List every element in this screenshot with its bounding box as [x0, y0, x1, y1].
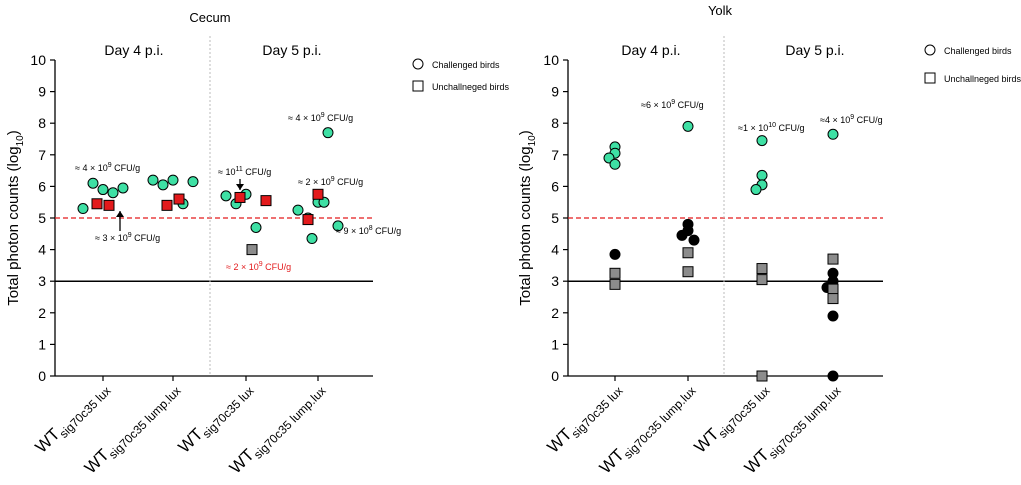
unchallenged-point — [688, 234, 700, 246]
unchallenged-point — [756, 274, 768, 286]
challenged-point — [87, 177, 99, 189]
legend-label: Challenged birds — [944, 46, 1012, 56]
unchallenged-point — [173, 193, 185, 205]
cfu-annotation: ≈ 3 × 109 CFU/g — [95, 232, 160, 243]
y-tick-label: 4 — [551, 242, 559, 258]
legend-label: Unchallneged birds — [944, 74, 1021, 84]
cfu-annotation: ≈6 × 109 CFU/g — [641, 99, 704, 110]
unchallenged-point — [676, 229, 688, 241]
unchallenged-point — [91, 198, 103, 210]
challenged-point — [97, 184, 109, 196]
y-tick-label: 5 — [551, 210, 559, 226]
unchallenged-point — [827, 283, 839, 295]
challenged-point — [220, 190, 232, 202]
cfu-annotation: ≈ 9 × 108 CFU/g — [336, 225, 401, 236]
y-tick-label: 1 — [551, 336, 559, 352]
challenged-point — [332, 220, 344, 232]
day-label: Day 4 p.i. — [621, 42, 680, 58]
legend-square-icon — [924, 72, 936, 84]
challenged-point — [322, 127, 334, 139]
y-tick-label: 10 — [30, 52, 46, 68]
cfu-annotation: ≈ 4 × 109 CFU/g — [288, 112, 353, 123]
y-tick-label: 9 — [551, 84, 559, 100]
y-tick-label: 6 — [38, 178, 46, 194]
unchallenged-point — [827, 310, 839, 322]
y-tick-label: 0 — [551, 368, 559, 384]
unchallenged-point — [312, 188, 324, 200]
challenged-point — [167, 174, 179, 186]
day-label: Day 5 p.i. — [785, 42, 844, 58]
y-tick-label: 0 — [38, 368, 46, 384]
unchallenged-point — [302, 214, 314, 226]
legend-label: Challenged birds — [432, 60, 500, 70]
arrow-head-icon — [116, 211, 124, 217]
challenged-point — [77, 203, 89, 215]
unchallenged-point — [103, 199, 115, 211]
y-tick-label: 7 — [38, 147, 46, 163]
unchallenged-point — [756, 370, 768, 382]
unchallenged-point — [682, 247, 694, 259]
y-tick-label: 8 — [551, 115, 559, 131]
cfu-annotation: ≈ 1011 CFU/g — [218, 166, 271, 177]
challenged-point — [292, 204, 304, 216]
challenged-point — [750, 184, 762, 196]
challenged-point — [187, 176, 199, 188]
y-tick-label: 4 — [38, 242, 46, 258]
y-tick-label: 5 — [38, 210, 46, 226]
unchallenged-point — [609, 278, 621, 290]
chart-title: Yolk — [708, 3, 733, 18]
y-tick-label: 7 — [551, 147, 559, 163]
challenged-point — [157, 179, 169, 191]
unchallenged-point — [246, 244, 258, 256]
challenged-point — [756, 135, 768, 147]
y-tick-label: 3 — [551, 273, 559, 289]
chart-title: Cecum — [189, 10, 230, 25]
challenged-point — [250, 221, 262, 233]
legend-circle-icon — [412, 58, 424, 70]
unchallenged-point — [827, 253, 839, 265]
legend-square-icon — [412, 80, 424, 92]
cfu-annotation: ≈1 × 1010 CFU/g — [738, 122, 805, 133]
arrow-head-icon — [236, 184, 244, 190]
y-tick-label: 2 — [38, 305, 46, 321]
y-tick-label: 2 — [551, 305, 559, 321]
y-tick-label: 10 — [543, 52, 559, 68]
unchallenged-point — [609, 248, 621, 260]
challenged-point — [682, 120, 694, 132]
unchallenged-point — [609, 267, 621, 279]
y-axis-label: Total photon counts (log10) — [517, 130, 538, 305]
unchallenged-point — [756, 263, 768, 275]
y-tick-label: 9 — [38, 84, 46, 100]
day-label: Day 4 p.i. — [104, 42, 163, 58]
y-tick-label: 8 — [38, 115, 46, 131]
cfu-annotation: ≈4 × 109 CFU/g — [820, 114, 883, 125]
challenged-point — [117, 182, 129, 194]
unchallenged-point — [682, 266, 694, 278]
y-axis-label: Total photon counts (log10) — [5, 130, 26, 305]
challenged-point — [107, 187, 119, 199]
y-tick-label: 6 — [551, 178, 559, 194]
cfu-annotation: ≈ 2 × 109 CFU/g — [298, 176, 363, 187]
legend-label: Unchallneged birds — [432, 82, 510, 92]
cfu-annotation: ≈ 2 × 109 CFU/g — [226, 261, 291, 272]
y-tick-label: 1 — [38, 336, 46, 352]
challenged-point — [147, 174, 159, 186]
challenged-point — [827, 128, 839, 140]
unchallenged-point — [827, 293, 839, 305]
unchallenged-point — [827, 370, 839, 382]
unchallenged-point — [161, 199, 173, 211]
challenged-point — [756, 169, 768, 181]
day-label: Day 5 p.i. — [262, 42, 321, 58]
unchallenged-point — [234, 191, 246, 203]
y-tick-label: 3 — [38, 273, 46, 289]
cfu-annotation: ≈ 4 × 109 CFU/g — [75, 162, 140, 173]
unchallenged-point — [260, 195, 272, 207]
challenged-point — [306, 233, 318, 245]
legend-circle-icon — [924, 44, 936, 56]
challenged-point — [609, 158, 621, 170]
